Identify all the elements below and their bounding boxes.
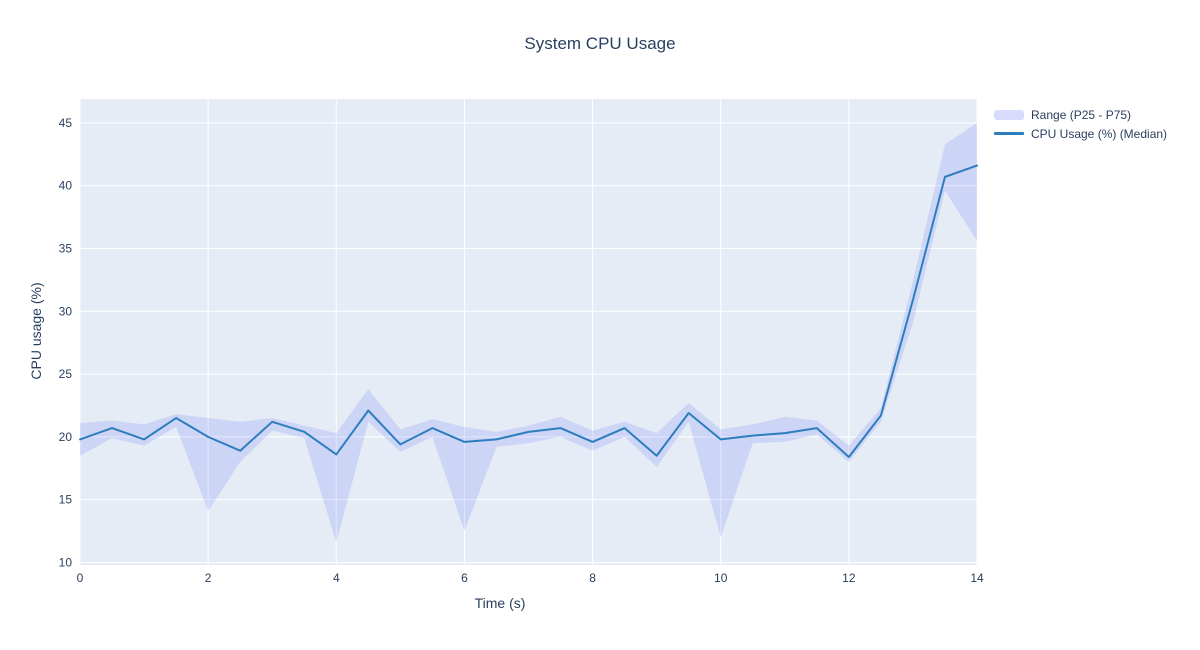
plot-background[interactable] <box>80 99 977 565</box>
y-tick-label: 25 <box>59 367 73 381</box>
y-axis-title: CPU usage (%) <box>28 282 44 380</box>
legend: Range (P25 - P75) CPU Usage (%) (Median) <box>994 105 1167 143</box>
y-tick-label: 40 <box>59 179 73 193</box>
median-line[interactable] <box>79 164 978 458</box>
band-swatch-icon <box>994 109 1024 120</box>
x-tick-label: 14 <box>970 571 984 585</box>
y-tick-label: 30 <box>59 304 73 318</box>
legend-item-range[interactable]: Range (P25 - P75) <box>994 105 1167 124</box>
range-band[interactable] <box>80 122 977 543</box>
legend-item-median[interactable]: CPU Usage (%) (Median) <box>994 124 1167 143</box>
chart-title: System CPU Usage <box>524 34 676 53</box>
x-tick-label: 2 <box>205 571 212 585</box>
y-tick-label: 20 <box>59 430 73 444</box>
x-tick-label: 8 <box>589 571 596 585</box>
legend-label-median: CPU Usage (%) (Median) <box>1031 126 1168 141</box>
x-tick-label: 10 <box>714 571 728 585</box>
y-tick-label: 15 <box>59 493 73 507</box>
line-swatch-icon <box>994 132 1024 135</box>
x-axis-title: Time (s) <box>474 595 526 611</box>
legend-label-range: Range (P25 - P75) <box>1031 107 1132 122</box>
x-tick-label: 0 <box>77 571 84 585</box>
y-tick-label: 35 <box>59 241 73 255</box>
x-tick-label: 12 <box>842 571 856 585</box>
x-tick-label: 4 <box>333 571 340 585</box>
x-tick-label: 6 <box>461 571 468 585</box>
y-tick-label: 10 <box>59 555 73 569</box>
y-tick-label: 45 <box>59 116 73 130</box>
